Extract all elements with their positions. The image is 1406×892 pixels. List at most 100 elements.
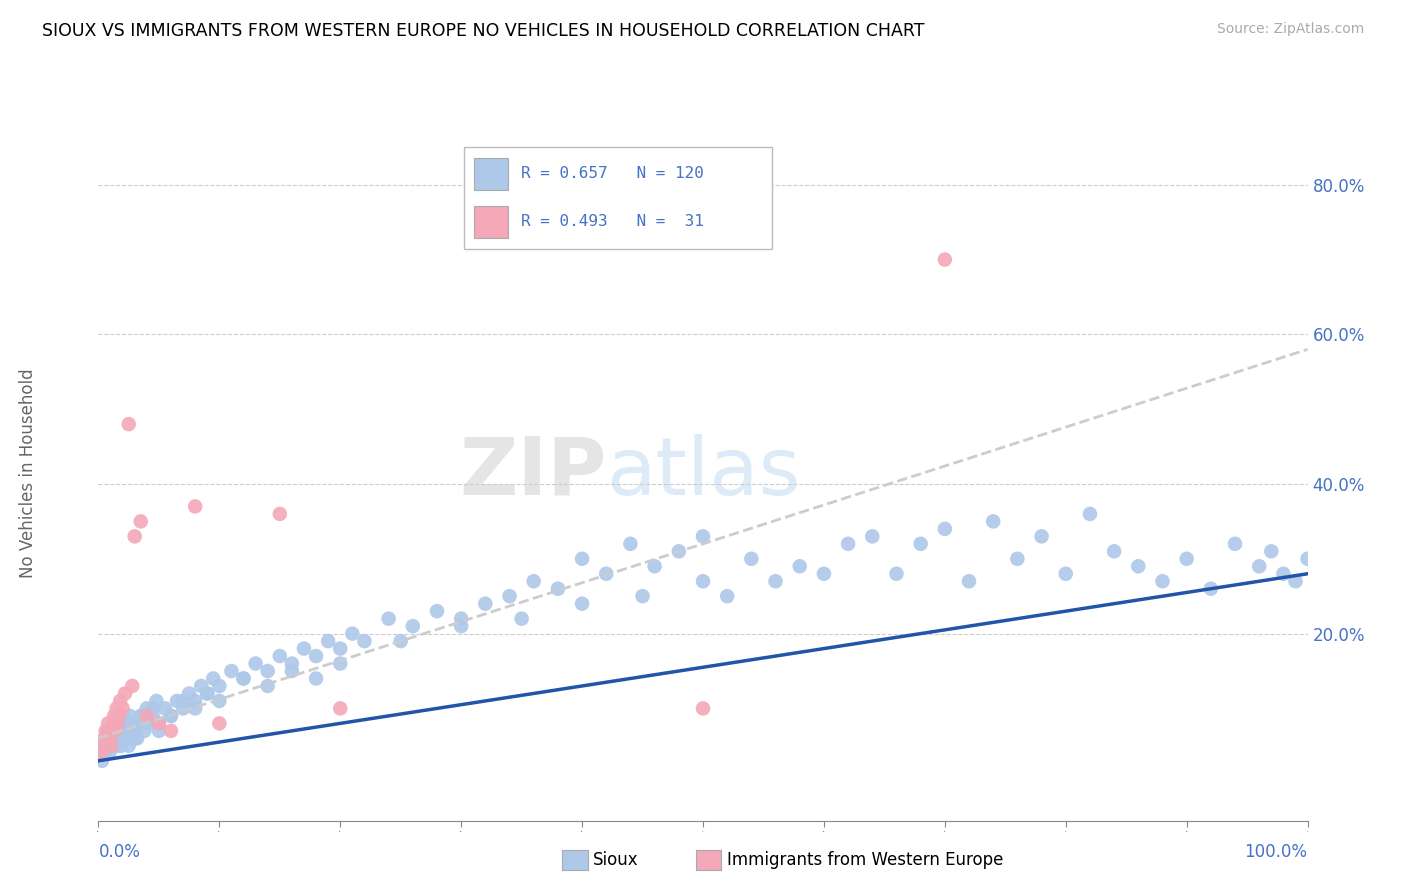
Point: [107, 716, 129, 731]
Point: [245, 657, 267, 671]
Point: [934, 252, 956, 267]
Point: [148, 716, 170, 731]
Point: [692, 574, 714, 589]
Text: Sioux: Sioux: [593, 851, 638, 869]
Point: [547, 582, 569, 596]
Point: [101, 723, 124, 738]
Point: [716, 589, 738, 603]
Point: [474, 597, 496, 611]
Point: [208, 694, 231, 708]
Point: [101, 716, 124, 731]
Point: [118, 709, 141, 723]
Point: [402, 619, 425, 633]
Point: [128, 716, 150, 731]
Point: [305, 672, 328, 686]
Point: [389, 634, 412, 648]
Point: [148, 716, 170, 731]
Point: [135, 709, 157, 723]
Point: [510, 612, 533, 626]
Point: [93, 747, 115, 761]
Text: 0.0%: 0.0%: [98, 843, 141, 861]
Point: [910, 537, 932, 551]
Point: [1199, 582, 1222, 596]
Point: [145, 694, 167, 708]
Point: [94, 731, 117, 746]
Point: [100, 739, 122, 753]
Point: [114, 686, 136, 700]
Point: [1296, 551, 1319, 566]
Point: [934, 522, 956, 536]
Point: [256, 664, 278, 678]
Point: [160, 709, 183, 723]
Point: [329, 657, 352, 671]
Point: [120, 731, 142, 746]
Point: [100, 739, 122, 753]
Point: [108, 709, 131, 723]
Point: [160, 723, 183, 738]
Text: No Vehicles in Household: No Vehicles in Household: [20, 368, 37, 578]
Text: atlas: atlas: [606, 434, 800, 512]
Point: [232, 672, 254, 686]
Point: [281, 664, 304, 678]
Point: [631, 589, 654, 603]
Point: [1223, 537, 1246, 551]
Point: [121, 716, 143, 731]
Point: [190, 679, 212, 693]
Point: [202, 672, 225, 686]
Point: [292, 641, 315, 656]
Point: [172, 694, 194, 708]
Point: [153, 701, 176, 715]
Point: [329, 701, 352, 715]
Point: [668, 544, 690, 558]
Point: [105, 739, 128, 753]
Point: [98, 731, 121, 746]
Point: [619, 537, 641, 551]
Point: [96, 739, 118, 753]
Point: [571, 551, 593, 566]
Point: [450, 612, 472, 626]
Point: [148, 723, 170, 738]
Point: [124, 529, 146, 543]
Point: [644, 559, 666, 574]
Point: [1054, 566, 1077, 581]
Point: [498, 589, 520, 603]
Point: [208, 679, 231, 693]
Point: [91, 754, 114, 768]
Point: [256, 679, 278, 693]
Point: [129, 709, 152, 723]
Point: [105, 739, 128, 753]
Point: [886, 566, 908, 581]
Point: [129, 515, 152, 529]
Point: [813, 566, 835, 581]
Point: [329, 641, 352, 656]
Point: [166, 694, 188, 708]
Point: [108, 731, 131, 746]
Point: [184, 500, 207, 514]
Point: [269, 507, 291, 521]
Point: [426, 604, 449, 618]
Point: [103, 709, 125, 723]
Point: [90, 747, 112, 761]
Point: [118, 739, 141, 753]
Point: [127, 731, 149, 746]
Point: [142, 709, 165, 723]
Text: SIOUX VS IMMIGRANTS FROM WESTERN EUROPE NO VEHICLES IN HOUSEHOLD CORRELATION CHA: SIOUX VS IMMIGRANTS FROM WESTERN EUROPE …: [42, 22, 925, 40]
Point: [91, 739, 114, 753]
Point: [837, 537, 859, 551]
Point: [1102, 544, 1125, 558]
Point: [93, 731, 115, 746]
Point: [184, 701, 207, 715]
Point: [316, 634, 339, 648]
Point: [124, 723, 146, 738]
Point: [195, 686, 218, 700]
Point: [97, 716, 120, 731]
Point: [1152, 574, 1174, 589]
Text: 100.0%: 100.0%: [1244, 843, 1308, 861]
Point: [1249, 559, 1271, 574]
Text: Immigrants from Western Europe: Immigrants from Western Europe: [727, 851, 1004, 869]
Point: [103, 731, 125, 746]
Point: [135, 701, 157, 715]
Point: [281, 657, 304, 671]
Point: [1260, 544, 1282, 558]
Point: [111, 709, 134, 723]
